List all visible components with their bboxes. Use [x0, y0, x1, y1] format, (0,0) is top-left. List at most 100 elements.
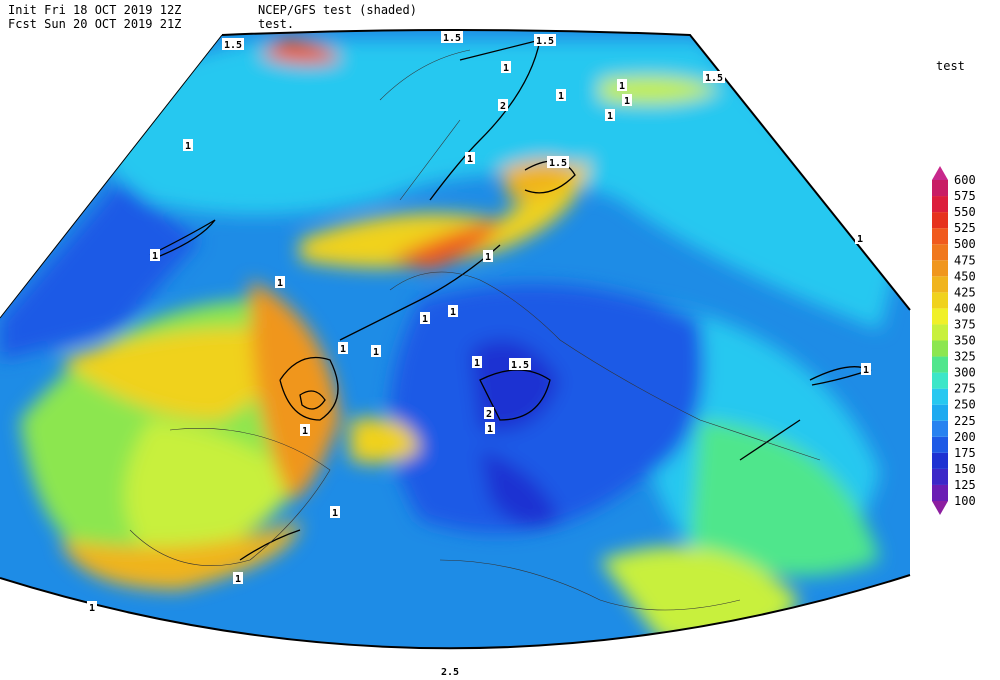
contour-label: 1	[340, 344, 346, 355]
contour-label: 1	[487, 424, 493, 435]
contour-label-bg	[275, 276, 285, 288]
contour-label: 2.5	[441, 667, 459, 678]
contour-label-bg	[465, 152, 475, 164]
contour-label: 1.5	[536, 36, 554, 47]
contour-label: 1.5	[549, 158, 567, 169]
contour-label-bg	[703, 71, 725, 83]
colorbar-bin	[932, 276, 948, 293]
contour-label-bg	[330, 506, 340, 518]
contour-label: 1	[624, 96, 630, 107]
colorbar-label: 525	[954, 221, 976, 235]
contour-label-bg	[338, 342, 348, 354]
domain-border	[0, 29, 911, 650]
forecast-time: Fcst Sun 20 OCT 2019 21Z	[8, 17, 181, 31]
colorbar-label: 150	[954, 462, 976, 476]
contour-label: 1	[485, 252, 491, 263]
contour-label: 1	[857, 234, 863, 245]
contour-label-bg	[371, 345, 381, 357]
contour-label: 1	[235, 574, 241, 585]
map-area	[0, 30, 910, 649]
contour-label: 1	[89, 603, 95, 614]
domain-border	[0, 34, 223, 319]
contour-label-bg	[484, 407, 494, 419]
colorbar-bin	[932, 436, 948, 453]
shaded-field-layer	[0, 40, 900, 645]
contour-label: 1.5	[224, 40, 242, 51]
contour-label: 1.5	[443, 33, 461, 44]
contour-label: 1	[467, 154, 473, 165]
contour-label: 1	[332, 508, 338, 519]
contour-label: 1	[277, 278, 283, 289]
colorbar-label: 325	[954, 350, 976, 364]
contour-label-bg	[448, 305, 458, 317]
colorbar-label: 250	[954, 398, 976, 412]
contour-label-bg	[420, 312, 430, 324]
contour-label-bg	[472, 356, 482, 368]
contour-label-bg	[483, 250, 493, 262]
colorbar-bin	[932, 324, 948, 341]
contour-label: 1	[619, 81, 625, 92]
colorbar-bin	[932, 196, 948, 213]
colorbar-label: 375	[954, 317, 976, 331]
colorbar-bin	[932, 388, 948, 405]
contour-label-bg	[605, 109, 615, 121]
colorbar-label: 300	[954, 366, 976, 380]
colorbar-label: 550	[954, 205, 976, 219]
colorbar-label: 475	[954, 253, 976, 267]
contour-lines	[149, 39, 872, 561]
colorbar-label: 450	[954, 269, 976, 283]
colorbar-bin	[932, 340, 948, 357]
colorbar-bin	[932, 228, 948, 245]
colorbar-bin	[932, 356, 948, 373]
colorbar-label: 225	[954, 414, 976, 428]
colorbar-label: 350	[954, 334, 976, 348]
contour-label: 1	[302, 426, 308, 437]
contour-label: 1	[503, 63, 509, 74]
colorbar-bin	[932, 212, 948, 229]
shaded-field: NCEP/GFS test (shaded)	[258, 3, 417, 17]
colorbar-bin	[932, 468, 948, 485]
contour-field: test.	[258, 17, 294, 31]
contour-label-bg	[150, 249, 160, 261]
init-time: Init Fri 18 OCT 2019 12Z	[8, 3, 181, 17]
legend-title: test	[936, 59, 965, 73]
colorbar-label: 100	[954, 494, 976, 508]
contour-label: 1.5	[511, 360, 529, 371]
contour-label-bg	[509, 358, 531, 370]
colorbar-bin	[932, 260, 948, 277]
contour-label-bg	[861, 363, 871, 375]
colorbar-label: 400	[954, 301, 976, 315]
contour-label-bg	[501, 61, 511, 73]
contour-label: 1	[607, 111, 613, 122]
contour-label-bg	[498, 99, 508, 111]
colorbar-bin	[932, 420, 948, 437]
contour-label-bg	[222, 38, 244, 50]
colorbar-over	[932, 166, 948, 180]
contour-label-bg	[300, 424, 310, 436]
contour-label: 1	[373, 347, 379, 358]
colorbar-label: 200	[954, 430, 976, 444]
contour-label: 1	[474, 358, 480, 369]
colorbar-bin	[932, 404, 948, 421]
colorbar-label: 425	[954, 285, 976, 299]
contour-label: 1	[863, 365, 869, 376]
colorbar-label: 275	[954, 382, 976, 396]
boundaries	[129, 49, 821, 611]
colorbar-label: 125	[954, 478, 976, 492]
colorbar-bin	[932, 372, 948, 389]
contour-label: 1	[152, 251, 158, 262]
contour-label: 1	[558, 91, 564, 102]
colorbar-bin	[932, 244, 948, 261]
contour-label: 1	[450, 307, 456, 318]
contour-label-bg	[485, 422, 495, 434]
contour-label: 1.5	[705, 73, 723, 84]
colorbar-bin	[932, 292, 948, 309]
contour-label: 2	[500, 101, 506, 112]
contour-label: 1	[185, 141, 191, 152]
colorbar-label: 175	[954, 446, 976, 460]
contour-label: 1	[422, 314, 428, 325]
